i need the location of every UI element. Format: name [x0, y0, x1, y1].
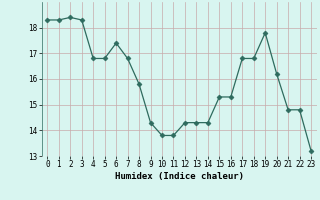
- X-axis label: Humidex (Indice chaleur): Humidex (Indice chaleur): [115, 172, 244, 181]
